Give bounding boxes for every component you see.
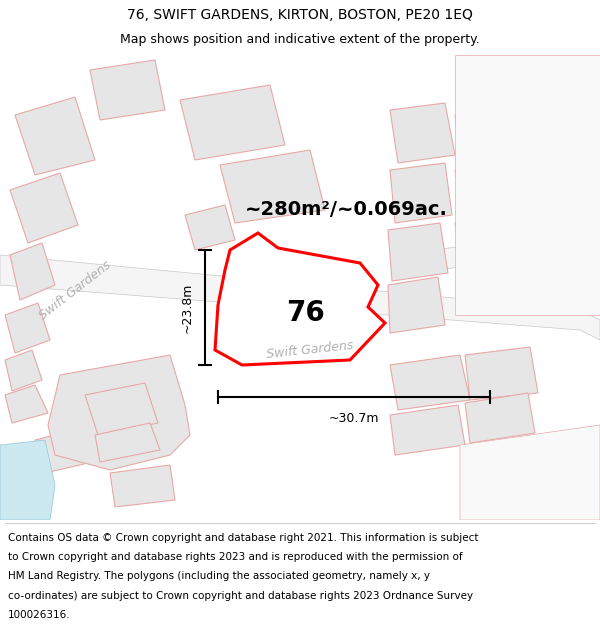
Polygon shape (10, 173, 78, 243)
Polygon shape (85, 383, 158, 435)
Text: ~23.8m: ~23.8m (181, 282, 193, 332)
Polygon shape (180, 85, 285, 160)
Text: 76, SWIFT GARDENS, KIRTON, BOSTON, PE20 1EQ: 76, SWIFT GARDENS, KIRTON, BOSTON, PE20 … (127, 8, 473, 22)
Polygon shape (390, 230, 600, 275)
Polygon shape (95, 423, 160, 462)
Polygon shape (390, 355, 470, 410)
Text: Map shows position and indicative extent of the property.: Map shows position and indicative extent… (120, 33, 480, 46)
Polygon shape (90, 60, 165, 120)
Polygon shape (48, 355, 190, 470)
Polygon shape (5, 385, 48, 423)
Polygon shape (455, 55, 600, 315)
Text: 76: 76 (286, 299, 325, 327)
Polygon shape (388, 277, 445, 333)
Text: ~30.7m: ~30.7m (329, 412, 379, 426)
Polygon shape (465, 347, 538, 400)
Polygon shape (460, 425, 600, 520)
Polygon shape (220, 150, 325, 223)
Polygon shape (0, 255, 600, 340)
Polygon shape (455, 110, 498, 161)
Polygon shape (388, 223, 448, 281)
Text: ~280m²/~0.069ac.: ~280m²/~0.069ac. (245, 201, 448, 219)
Polygon shape (0, 440, 55, 520)
Polygon shape (35, 430, 88, 473)
Polygon shape (390, 103, 455, 163)
Polygon shape (390, 405, 465, 455)
Polygon shape (215, 233, 385, 365)
Polygon shape (10, 243, 55, 300)
Polygon shape (5, 303, 50, 353)
Text: Contains OS data © Crown copyright and database right 2021. This information is : Contains OS data © Crown copyright and d… (8, 532, 479, 542)
Polygon shape (185, 205, 235, 250)
Text: HM Land Registry. The polygons (including the associated geometry, namely x, y: HM Land Registry. The polygons (includin… (8, 571, 430, 581)
Text: Swift Gardens: Swift Gardens (266, 339, 354, 361)
Polygon shape (455, 163, 498, 217)
Polygon shape (5, 457, 45, 493)
Polygon shape (15, 97, 95, 175)
Polygon shape (5, 350, 42, 391)
Text: co-ordinates) are subject to Crown copyright and database rights 2023 Ordnance S: co-ordinates) are subject to Crown copyr… (8, 591, 473, 601)
Text: 100026316.: 100026316. (8, 610, 71, 620)
Polygon shape (465, 393, 535, 443)
Text: Swift Gardens: Swift Gardens (37, 258, 113, 322)
Polygon shape (390, 163, 452, 223)
Polygon shape (110, 465, 175, 507)
Text: to Crown copyright and database rights 2023 and is reproduced with the permissio: to Crown copyright and database rights 2… (8, 552, 463, 562)
Polygon shape (455, 215, 498, 267)
